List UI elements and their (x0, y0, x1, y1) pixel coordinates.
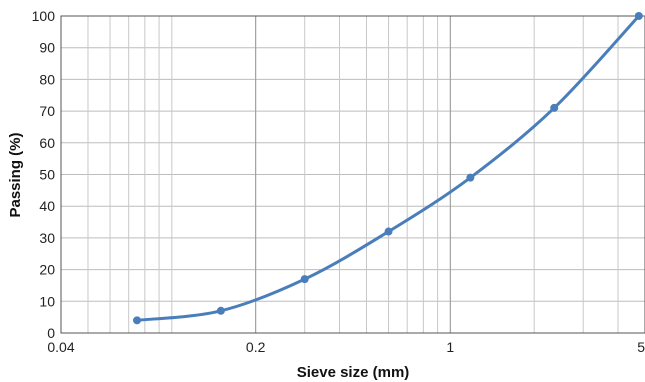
y-tick-label: 50 (39, 167, 55, 183)
data-point (550, 103, 559, 112)
y-tick-label: 20 (39, 262, 55, 278)
plot-frame (60, 15, 645, 334)
y-tick-label: 70 (39, 103, 55, 119)
data-point (133, 316, 142, 325)
y-tick-label: 80 (39, 71, 55, 87)
data-point (634, 12, 643, 20)
x-tick-label: 5 (637, 339, 645, 355)
y-tick-label: 40 (39, 198, 55, 214)
y-tick-label: 60 (39, 135, 55, 151)
series-layer (133, 12, 643, 325)
y-tick-label: 30 (39, 230, 55, 246)
data-point (300, 275, 309, 284)
y-axis-title: Passing (%) (7, 132, 24, 217)
tick-labels: 0 10 20 30 40 50 60 70 80 90 100 0.04 0.2 1 5 (32, 8, 645, 355)
data-point (384, 227, 393, 236)
data-point (216, 306, 225, 315)
grid (60, 15, 645, 334)
x-tick-label: 0.2 (246, 339, 266, 355)
x-axis-title: Sieve size (mm) (297, 364, 410, 381)
y-tick-label: 10 (39, 293, 55, 309)
x-tick-label: 0.04 (47, 339, 74, 355)
y-tick-label: 0 (47, 325, 55, 341)
data-point (466, 173, 475, 182)
series-line (135, 14, 641, 322)
x-tick-label: 1 (446, 339, 454, 355)
y-tick-label: 100 (32, 8, 56, 24)
y-tick-label: 90 (39, 40, 55, 56)
